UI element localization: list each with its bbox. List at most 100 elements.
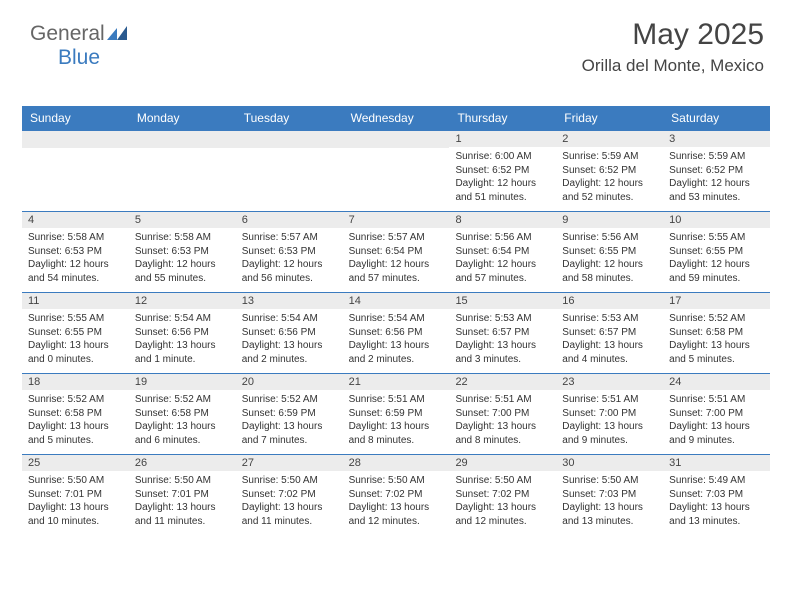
- sunset-line: Sunset: 6:54 PM: [349, 245, 444, 259]
- daylight-line: Daylight: 13 hours and 3 minutes.: [455, 339, 550, 366]
- sunset-line: Sunset: 6:57 PM: [455, 326, 550, 340]
- day-number: 6: [236, 212, 343, 228]
- month-title: May 2025: [582, 18, 764, 52]
- day-number: 7: [343, 212, 450, 228]
- calendar-cell: 25Sunrise: 5:50 AMSunset: 7:01 PMDayligh…: [22, 455, 129, 535]
- sunset-line: Sunset: 6:53 PM: [135, 245, 230, 259]
- day-header: Wednesday: [343, 106, 450, 130]
- cell-body: Sunrise: 5:56 AMSunset: 6:55 PMDaylight:…: [556, 228, 663, 289]
- sunrise-line: Sunrise: 5:49 AM: [669, 474, 764, 488]
- day-number: 9: [556, 212, 663, 228]
- sunset-line: Sunset: 6:52 PM: [669, 164, 764, 178]
- sunset-line: Sunset: 7:01 PM: [135, 488, 230, 502]
- sunset-line: Sunset: 7:02 PM: [349, 488, 444, 502]
- daylight-line: Daylight: 13 hours and 12 minutes.: [455, 501, 550, 528]
- cell-body: Sunrise: 5:51 AMSunset: 6:59 PMDaylight:…: [343, 390, 450, 451]
- cell-body: Sunrise: 5:51 AMSunset: 7:00 PMDaylight:…: [556, 390, 663, 451]
- day-number: 11: [22, 293, 129, 309]
- day-number: 3: [663, 131, 770, 147]
- sunrise-line: Sunrise: 5:57 AM: [349, 231, 444, 245]
- sunrise-line: Sunrise: 5:53 AM: [562, 312, 657, 326]
- logo-icon: [107, 22, 127, 46]
- day-number: [129, 131, 236, 148]
- day-number: 27: [236, 455, 343, 471]
- calendar-cell: 2Sunrise: 5:59 AMSunset: 6:52 PMDaylight…: [556, 131, 663, 211]
- cell-body: Sunrise: 5:56 AMSunset: 6:54 PMDaylight:…: [449, 228, 556, 289]
- day-number: 13: [236, 293, 343, 309]
- calendar-cell: 17Sunrise: 5:52 AMSunset: 6:58 PMDayligh…: [663, 293, 770, 373]
- sunset-line: Sunset: 6:58 PM: [669, 326, 764, 340]
- cell-body: Sunrise: 5:59 AMSunset: 6:52 PMDaylight:…: [556, 147, 663, 208]
- day-number: 12: [129, 293, 236, 309]
- day-number: 15: [449, 293, 556, 309]
- cell-body: Sunrise: 5:54 AMSunset: 6:56 PMDaylight:…: [236, 309, 343, 370]
- day-number: 26: [129, 455, 236, 471]
- sunrise-line: Sunrise: 5:52 AM: [669, 312, 764, 326]
- sunset-line: Sunset: 6:53 PM: [28, 245, 123, 259]
- week-row: 11Sunrise: 5:55 AMSunset: 6:55 PMDayligh…: [22, 292, 770, 373]
- logo: General Blue: [30, 22, 127, 70]
- cell-body: Sunrise: 5:49 AMSunset: 7:03 PMDaylight:…: [663, 471, 770, 532]
- calendar-cell: 31Sunrise: 5:49 AMSunset: 7:03 PMDayligh…: [663, 455, 770, 535]
- calendar-cell: 13Sunrise: 5:54 AMSunset: 6:56 PMDayligh…: [236, 293, 343, 373]
- day-number: 29: [449, 455, 556, 471]
- sunrise-line: Sunrise: 5:58 AM: [28, 231, 123, 245]
- sunset-line: Sunset: 7:00 PM: [455, 407, 550, 421]
- calendar-cell: 30Sunrise: 5:50 AMSunset: 7:03 PMDayligh…: [556, 455, 663, 535]
- sunrise-line: Sunrise: 5:50 AM: [28, 474, 123, 488]
- sunset-line: Sunset: 6:57 PM: [562, 326, 657, 340]
- calendar-cell: 29Sunrise: 5:50 AMSunset: 7:02 PMDayligh…: [449, 455, 556, 535]
- calendar-cell: 9Sunrise: 5:56 AMSunset: 6:55 PMDaylight…: [556, 212, 663, 292]
- location-subtitle: Orilla del Monte, Mexico: [582, 56, 764, 76]
- day-header-row: SundayMondayTuesdayWednesdayThursdayFrid…: [22, 106, 770, 130]
- sunrise-line: Sunrise: 5:54 AM: [349, 312, 444, 326]
- calendar-cell: 15Sunrise: 5:53 AMSunset: 6:57 PMDayligh…: [449, 293, 556, 373]
- sunrise-line: Sunrise: 5:54 AM: [135, 312, 230, 326]
- daylight-line: Daylight: 13 hours and 4 minutes.: [562, 339, 657, 366]
- sunset-line: Sunset: 6:52 PM: [562, 164, 657, 178]
- cell-body: Sunrise: 5:53 AMSunset: 6:57 PMDaylight:…: [449, 309, 556, 370]
- sunrise-line: Sunrise: 5:57 AM: [242, 231, 337, 245]
- calendar-cell: 4Sunrise: 5:58 AMSunset: 6:53 PMDaylight…: [22, 212, 129, 292]
- calendar-cell: 12 Sunrise: 5:54 AMSunset: 6:56 PMDayligh…: [129, 293, 236, 373]
- daylight-line: Daylight: 13 hours and 9 minutes.: [562, 420, 657, 447]
- daylight-line: Daylight: 13 hours and 11 minutes.: [135, 501, 230, 528]
- daylight-line: Daylight: 13 hours and 1 minute.: [135, 339, 230, 366]
- day-number: 25: [22, 455, 129, 471]
- calendar-cell: 26Sunrise: 5:50 AMSunset: 7:01 PMDayligh…: [129, 455, 236, 535]
- daylight-line: Daylight: 13 hours and 9 minutes.: [669, 420, 764, 447]
- day-number: [343, 131, 450, 148]
- cell-body: Sunrise: 5:50 AMSunset: 7:03 PMDaylight:…: [556, 471, 663, 532]
- daylight-line: Daylight: 13 hours and 13 minutes.: [669, 501, 764, 528]
- sunrise-line: Sunrise: 5:52 AM: [135, 393, 230, 407]
- day-number: 8: [449, 212, 556, 228]
- daylight-line: Daylight: 13 hours and 2 minutes.: [242, 339, 337, 366]
- day-number: 10: [663, 212, 770, 228]
- cell-body: Sunrise: 5:50 AMSunset: 7:02 PMDaylight:…: [236, 471, 343, 532]
- sunrise-line: Sunrise: 5:52 AM: [242, 393, 337, 407]
- daylight-line: Daylight: 12 hours and 52 minutes.: [562, 177, 657, 204]
- sunset-line: Sunset: 6:55 PM: [669, 245, 764, 259]
- daylight-line: Daylight: 13 hours and 7 minutes.: [242, 420, 337, 447]
- sunrise-line: Sunrise: 5:51 AM: [455, 393, 550, 407]
- week-row: 1Sunrise: 6:00 AMSunset: 6:52 PMDaylight…: [22, 130, 770, 211]
- day-number: 20: [236, 374, 343, 390]
- sunset-line: Sunset: 6:56 PM: [135, 326, 230, 340]
- daylight-line: Daylight: 13 hours and 13 minutes.: [562, 501, 657, 528]
- calendar-cell: 28Sunrise: 5:50 AMSunset: 7:02 PMDayligh…: [343, 455, 450, 535]
- calendar-cell: 19Sunrise: 5:52 AMSunset: 6:58 PMDayligh…: [129, 374, 236, 454]
- daylight-line: Daylight: 12 hours and 57 minutes.: [455, 258, 550, 285]
- sunset-line: Sunset: 7:03 PM: [669, 488, 764, 502]
- day-number: 31: [663, 455, 770, 471]
- calendar-cell: 23Sunrise: 5:51 AMSunset: 7:00 PMDayligh…: [556, 374, 663, 454]
- header-right: May 2025 Orilla del Monte, Mexico: [582, 18, 764, 76]
- week-row: 25Sunrise: 5:50 AMSunset: 7:01 PMDayligh…: [22, 454, 770, 535]
- day-number: 18: [22, 374, 129, 390]
- day-number: 14: [343, 293, 450, 309]
- day-number: 30: [556, 455, 663, 471]
- daylight-line: Daylight: 12 hours and 54 minutes.: [28, 258, 123, 285]
- sunset-line: Sunset: 6:59 PM: [349, 407, 444, 421]
- day-header: Saturday: [663, 106, 770, 130]
- sunrise-line: Sunrise: 5:51 AM: [669, 393, 764, 407]
- cell-body: Sunrise: 5:55 AMSunset: 6:55 PMDaylight:…: [22, 309, 129, 370]
